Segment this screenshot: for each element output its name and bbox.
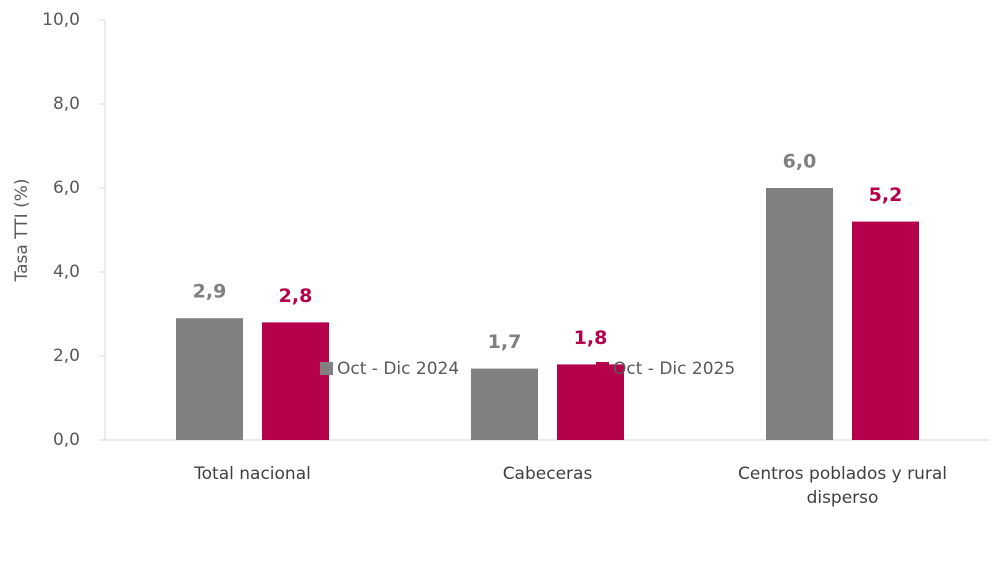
x-tick-label: Total nacional — [194, 464, 311, 484]
legend-swatch — [320, 362, 333, 375]
y-axis-label: Tasa TTI (%) — [12, 179, 32, 283]
data-label: 2,8 — [279, 285, 313, 307]
y-tick-label: 0,0 — [53, 430, 80, 450]
x-tick-label: Centros poblados y rural disperso — [738, 464, 947, 508]
x-tick-label: Cabeceras — [502, 464, 593, 484]
bar — [471, 368, 538, 440]
bar — [852, 221, 919, 440]
y-tick-label: 2,0 — [53, 346, 80, 366]
bar — [766, 188, 833, 440]
y-tick-label: 8,0 — [53, 94, 80, 114]
legend-swatch — [596, 362, 609, 375]
y-tick-label: 4,0 — [53, 262, 80, 282]
bar — [557, 364, 624, 440]
bar — [176, 318, 243, 440]
data-label: 1,7 — [488, 331, 522, 353]
legend-label: Oct - Dic 2025 — [613, 359, 735, 379]
bar — [262, 322, 329, 440]
data-label: 1,8 — [574, 327, 608, 349]
y-tick-label: 6,0 — [53, 178, 80, 198]
y-tick-label: 10,0 — [42, 10, 80, 30]
legend-label: Oct - Dic 2024 — [337, 359, 459, 379]
data-label: 2,9 — [193, 281, 227, 303]
data-label: 6,0 — [783, 151, 817, 173]
data-label: 5,2 — [869, 184, 903, 206]
